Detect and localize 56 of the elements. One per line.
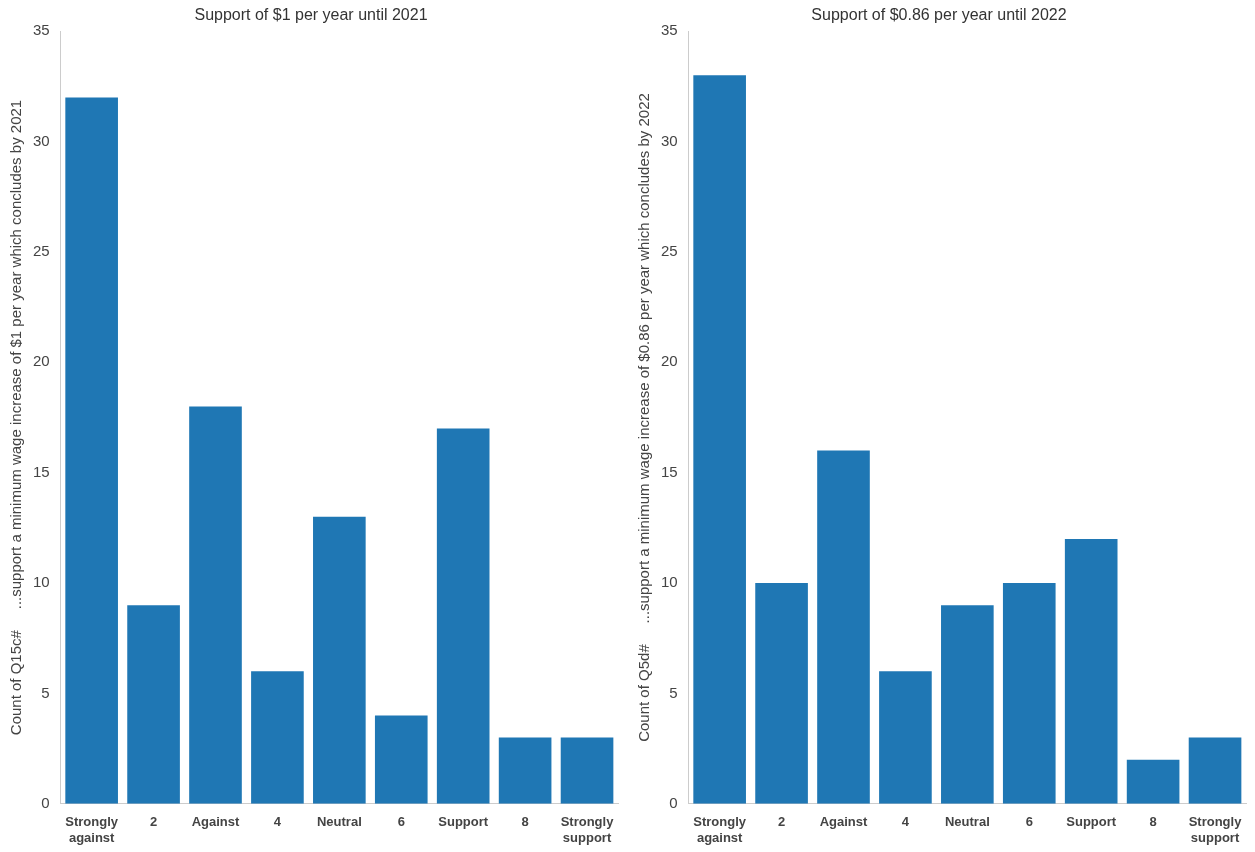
- bar: [127, 605, 180, 804]
- y-tick-label: 35: [661, 21, 678, 39]
- y-tick-label: 15: [33, 462, 50, 480]
- bar: [755, 583, 808, 804]
- x-tick-label: Strongly against: [65, 814, 119, 845]
- y-tick-label: 25: [661, 242, 678, 260]
- x-tick-label: Support: [438, 814, 489, 830]
- bar: [251, 671, 304, 804]
- bar: [941, 605, 994, 804]
- x-tick-label: 4: [901, 814, 910, 830]
- x-tick-label: 6: [397, 814, 405, 830]
- x-tick-label: Strongly support: [1188, 814, 1243, 845]
- x-tick-label: Against: [819, 814, 868, 830]
- x-tick-label: 2: [777, 814, 786, 830]
- y-tick-label: 0: [669, 793, 678, 811]
- y-tick-label: 10: [33, 573, 50, 591]
- bar: [498, 737, 552, 804]
- chart-title: Support of $1 per year until 2021: [194, 6, 428, 24]
- y-tick-label: 25: [33, 242, 50, 260]
- chart-title: Support of $0.86 per year until 2022: [811, 6, 1067, 24]
- x-tick-label: 4: [273, 814, 282, 830]
- x-tick-label: 8: [521, 814, 529, 830]
- y-tick-label: 10: [661, 573, 678, 591]
- x-tick-label: 6: [1025, 814, 1033, 830]
- y-tick-label: 5: [669, 683, 678, 701]
- x-tick-label: 2: [149, 814, 158, 830]
- y-tick-label: 20: [33, 352, 50, 370]
- y-axis-title: Count of Q15c# ...support a minimum wage increase of $1 per year which concludes by 2021: [7, 99, 25, 736]
- bar: [817, 450, 870, 804]
- x-tick-label: Neutral: [944, 814, 990, 830]
- bar: [436, 428, 490, 804]
- y-tick-label: 20: [661, 352, 678, 370]
- bar: [1064, 538, 1118, 804]
- x-tick-label: Support: [1066, 814, 1117, 830]
- bar: [1126, 759, 1180, 804]
- x-tick-label: Strongly against: [693, 814, 747, 845]
- bar: [65, 97, 118, 804]
- bar: [313, 516, 366, 804]
- y-tick-label: 30: [661, 131, 678, 149]
- y-tick-label: 35: [33, 21, 50, 39]
- bar: [693, 75, 746, 804]
- y-tick-label: 15: [661, 462, 678, 480]
- y-tick-label: 30: [33, 131, 50, 149]
- bar: [1188, 737, 1242, 804]
- bar: [189, 406, 242, 804]
- x-tick-label: Strongly support: [560, 814, 615, 845]
- y-tick-label: 0: [41, 793, 50, 811]
- y-tick-label: 5: [41, 683, 50, 701]
- bar: [560, 737, 614, 804]
- x-tick-label: Neutral: [316, 814, 362, 830]
- bar: [879, 671, 932, 804]
- x-tick-label: Against: [191, 814, 240, 830]
- y-axis-title: Count of Q5d# ...support a minimum wage increase of $0.86 per year which concludes by 2022: [635, 93, 653, 742]
- bar: [374, 715, 428, 804]
- x-tick-label: 8: [1149, 814, 1157, 830]
- bar: [1002, 583, 1056, 804]
